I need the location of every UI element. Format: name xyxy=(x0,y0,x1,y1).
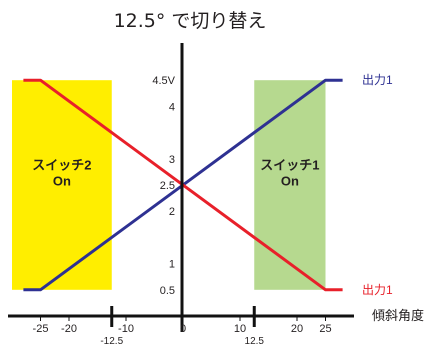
series-labels: 出力1 出力1 xyxy=(362,73,393,297)
switch-region-1-label: スイッチ2 xyxy=(32,157,91,172)
switch-threshold-label: 12.5 xyxy=(245,336,265,346)
x-tick-label: 20 xyxy=(291,323,303,335)
switch-region-1 xyxy=(12,80,112,290)
x-tick-label: 25 xyxy=(319,323,331,335)
y-tick-label: 4 xyxy=(169,101,175,113)
x-tick-label: 0 xyxy=(180,323,186,335)
y-tick-label: 3 xyxy=(169,154,175,166)
axis-ticks: 0.5 1 2 2.5 3 4 4.5V -25 -20 -10 0 10 20 25 -12.5 12.5 xyxy=(33,75,332,346)
switch-region-2-label: On xyxy=(281,173,299,188)
x-tick-label: -20 xyxy=(61,323,77,335)
x-tick-label: -25 xyxy=(33,323,49,335)
switch-region-1-label: On xyxy=(53,173,71,188)
series-label-1: 出力1 xyxy=(362,73,393,87)
switch-region-2-label: スイッチ1 xyxy=(260,157,319,172)
x-tick-label: -10 xyxy=(118,323,134,335)
y-tick-label: 2.5 xyxy=(160,180,175,192)
x-tick-label: 10 xyxy=(234,323,246,335)
y-tick-label: 0.5 xyxy=(160,285,175,297)
y-tick-label: 4.5V xyxy=(152,75,175,87)
y-tick-label: 1 xyxy=(169,259,175,271)
switch-threshold-label: -12.5 xyxy=(100,336,123,346)
axes: 傾斜角度 xyxy=(8,43,424,332)
switch-region-2 xyxy=(254,80,326,290)
chart-title: 12.5° で切り替え xyxy=(114,10,267,32)
series-label-2: 出力1 xyxy=(362,283,393,297)
x-axis-label: 傾斜角度 xyxy=(372,308,424,323)
y-tick-label: 2 xyxy=(169,206,175,218)
